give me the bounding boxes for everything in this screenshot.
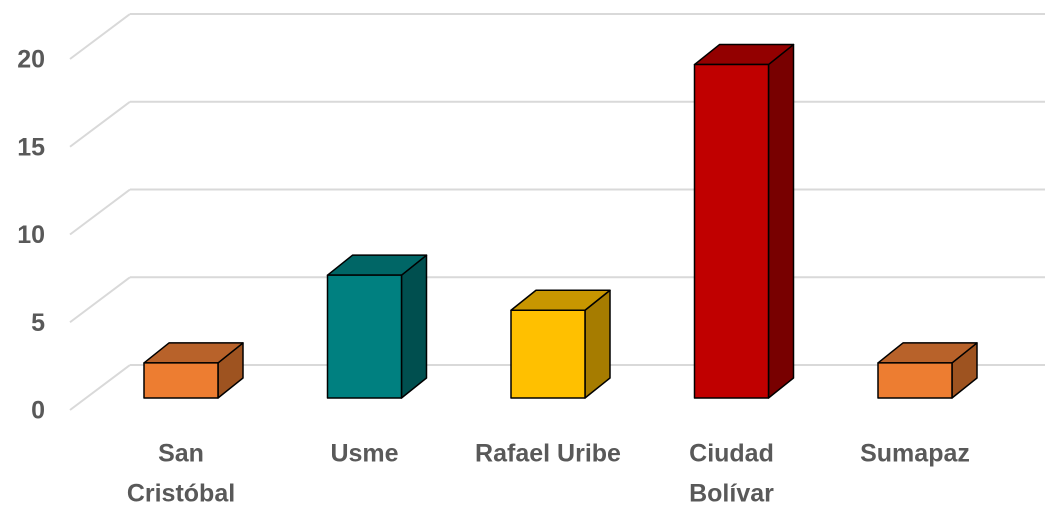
x-tick-label: Rafael Uribe [475, 440, 621, 468]
y-tick-label: 20 [17, 46, 45, 74]
bar [693, 43, 795, 399]
y-tick-label: 0 [31, 397, 45, 425]
grid-line-side [69, 100, 131, 148]
grid-line-side [69, 13, 131, 60]
bar [877, 342, 978, 399]
x-tick-label: San [158, 440, 204, 468]
y-tick-label: 10 [17, 221, 45, 249]
grid-line-side [69, 364, 131, 411]
bar-front [877, 362, 953, 399]
y-tick-label: 15 [17, 133, 45, 161]
bar-side [767, 43, 795, 399]
bar-front [326, 274, 403, 399]
grid-line-side [69, 276, 131, 324]
bar-front [143, 362, 219, 399]
bar [143, 342, 244, 399]
bar [510, 289, 611, 399]
x-tick-label: Sumapaz [860, 440, 970, 468]
bar [326, 254, 428, 399]
bar-side [400, 254, 428, 399]
x-tick-label: Usme [330, 440, 398, 468]
grid-line-side [69, 188, 131, 236]
bar-front [510, 309, 586, 399]
x-tick-label: Ciudad [689, 440, 774, 468]
bar-front [693, 63, 770, 399]
x-tick-label: Bolívar [689, 480, 774, 505]
x-tick-label: Cristóbal [127, 480, 235, 505]
y-tick-label: 5 [31, 309, 45, 337]
